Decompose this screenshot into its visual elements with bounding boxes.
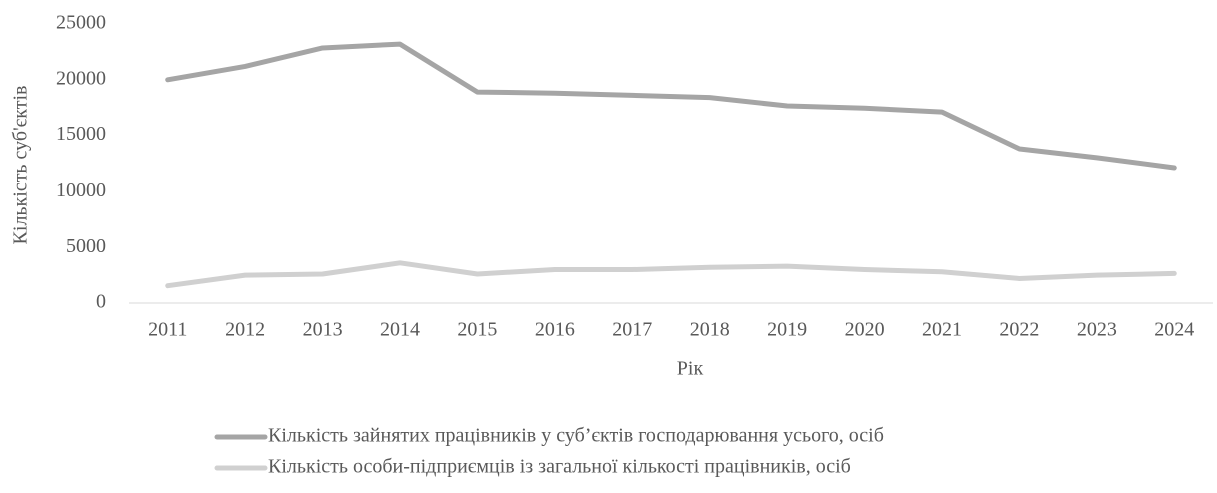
- y-tick-label: 5000: [66, 235, 106, 257]
- x-tick-label: 2024: [1154, 319, 1194, 341]
- series-line: [165, 41, 1177, 171]
- y-tick-label: 25000: [56, 12, 106, 34]
- x-tick-label: 2023: [1077, 319, 1117, 341]
- x-axis-title: Рік: [677, 358, 704, 380]
- y-tick-label: 20000: [56, 67, 106, 89]
- series-line: [165, 260, 1177, 289]
- x-tick-label: 2013: [303, 319, 343, 341]
- y-tick-label: 0: [96, 291, 106, 313]
- x-tick-label: 2015: [457, 319, 497, 341]
- x-tick-label: 2012: [225, 319, 265, 341]
- y-axis-title: Кількість суб'єктів: [10, 86, 32, 245]
- x-tick-label: 2011: [148, 319, 187, 341]
- legend-label: Кількість особи-підприємців із загальної…: [268, 456, 851, 478]
- x-tick-label: 2017: [612, 319, 652, 341]
- x-tick-label: 2021: [922, 319, 962, 341]
- x-tick-label: 2018: [690, 319, 730, 341]
- x-tick-label: 2020: [845, 319, 885, 341]
- x-tick-label: 2019: [767, 319, 807, 341]
- y-tick-label: 15000: [56, 123, 106, 145]
- x-tick-label: 2016: [535, 319, 575, 341]
- legend-label: Кількість зайнятих працівників у суб’єкт…: [268, 425, 884, 447]
- x-tick-label: 2022: [999, 319, 1039, 341]
- x-tick-label: 2014: [380, 319, 420, 341]
- y-tick-label: 10000: [56, 179, 106, 201]
